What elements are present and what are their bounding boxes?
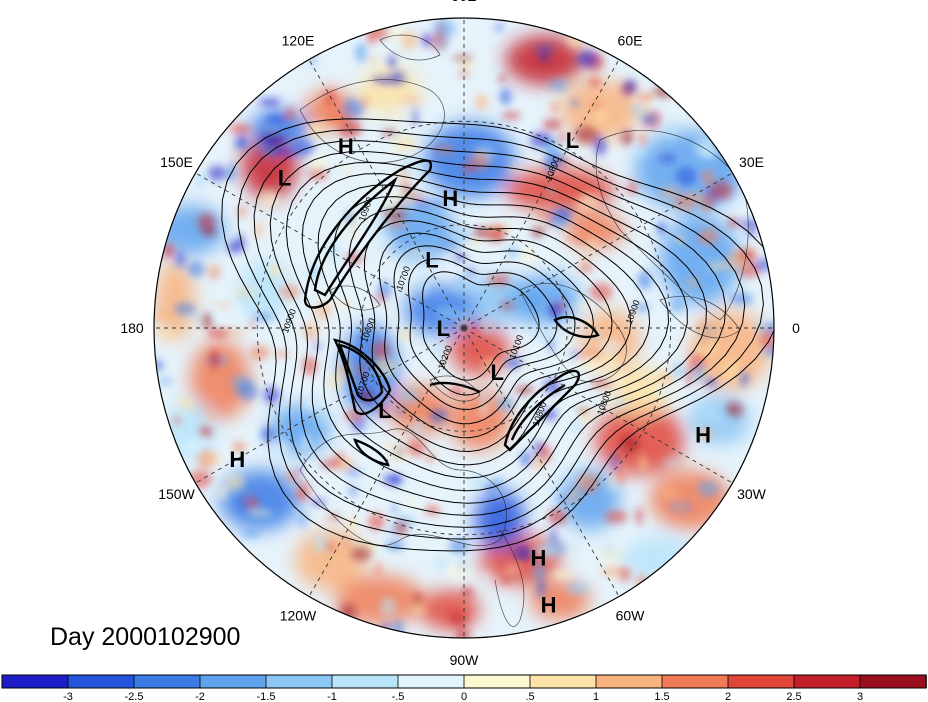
colorbar-tick-label: -2 bbox=[195, 691, 205, 702]
longitude-labels: 90E 60E 30E 0 30W 60W 90W 120W 150W 180 150E 120E bbox=[120, 0, 800, 668]
colorbar-tick-label: -1.5 bbox=[257, 691, 276, 702]
height-contours bbox=[221, 118, 774, 552]
colorbar-tick-label: .5 bbox=[525, 691, 534, 702]
colorbar-swatch bbox=[595, 674, 663, 689]
high-pressure-marker: H bbox=[695, 423, 711, 448]
colorbar-tick-label: 2 bbox=[725, 691, 731, 702]
colorbar-swatch bbox=[661, 674, 729, 689]
longitude-label: 120E bbox=[282, 33, 315, 49]
longitude-label: 180 bbox=[120, 320, 144, 336]
colorbar-swatch bbox=[1, 674, 69, 689]
high-pressure-marker: H bbox=[229, 447, 245, 472]
colorbar-swatch bbox=[133, 674, 201, 689]
colorbar-tick-label: 1.5 bbox=[654, 691, 669, 702]
colorbar-swatch bbox=[859, 674, 927, 689]
colorbar-swatch bbox=[463, 674, 531, 689]
longitude-label: 150E bbox=[160, 154, 193, 170]
colorbar: -3 -2.5 -2 -1.5 -1 -.5 0 .5 1 1.5 2 2.5 3 bbox=[1, 674, 927, 702]
colorbar-tick-label: 0 bbox=[461, 691, 467, 702]
high-pressure-marker: H bbox=[338, 134, 354, 159]
low-pressure-marker: L bbox=[425, 247, 438, 272]
longitude-label: 60E bbox=[618, 33, 643, 49]
colorbar-tick-label: 1 bbox=[593, 691, 599, 702]
map-boundary bbox=[153, 17, 775, 639]
longitude-label: 30W bbox=[737, 486, 767, 502]
low-pressure-marker: L bbox=[278, 165, 291, 190]
high-pressure-marker: H bbox=[442, 186, 458, 211]
colorbar-swatch bbox=[727, 674, 795, 689]
colorbar-swatch bbox=[529, 674, 597, 689]
colorbar-tick-label: 3 bbox=[857, 691, 863, 702]
longitude-label: 120W bbox=[280, 608, 317, 624]
low-pressure-marker: L bbox=[566, 128, 579, 153]
colorbar-tick-label: -1 bbox=[327, 691, 337, 702]
low-pressure-marker: L bbox=[490, 360, 503, 385]
colorbar-tick-label: -3 bbox=[63, 691, 73, 702]
colorbar-tick-label: -2.5 bbox=[125, 691, 144, 702]
longitude-label: 90W bbox=[450, 652, 480, 668]
colorbar-swatch bbox=[793, 674, 861, 689]
high-pressure-marker: H bbox=[531, 545, 547, 570]
colorbar-swatch bbox=[397, 674, 465, 689]
low-pressure-marker: L bbox=[437, 316, 450, 341]
longitude-label: 60W bbox=[616, 608, 646, 624]
longitude-label: 30E bbox=[739, 154, 764, 170]
longitude-label: 0 bbox=[792, 320, 800, 336]
colorbar-tick-label: -.5 bbox=[392, 691, 405, 702]
colorbar-swatch bbox=[67, 674, 135, 689]
longitude-label: 150W bbox=[158, 486, 195, 502]
colorbar-swatch bbox=[331, 674, 399, 689]
longitude-label: 90E bbox=[452, 0, 477, 4]
colorbar-tick-label: 2.5 bbox=[786, 691, 801, 702]
graticule bbox=[154, 18, 774, 638]
day-label: Day 2000102900 bbox=[50, 623, 240, 651]
colorbar-swatch bbox=[265, 674, 333, 689]
high-pressure-marker: H bbox=[541, 593, 557, 618]
jet-contours bbox=[303, 159, 600, 467]
low-pressure-marker: L bbox=[378, 398, 391, 423]
colorbar-swatch bbox=[199, 674, 267, 689]
